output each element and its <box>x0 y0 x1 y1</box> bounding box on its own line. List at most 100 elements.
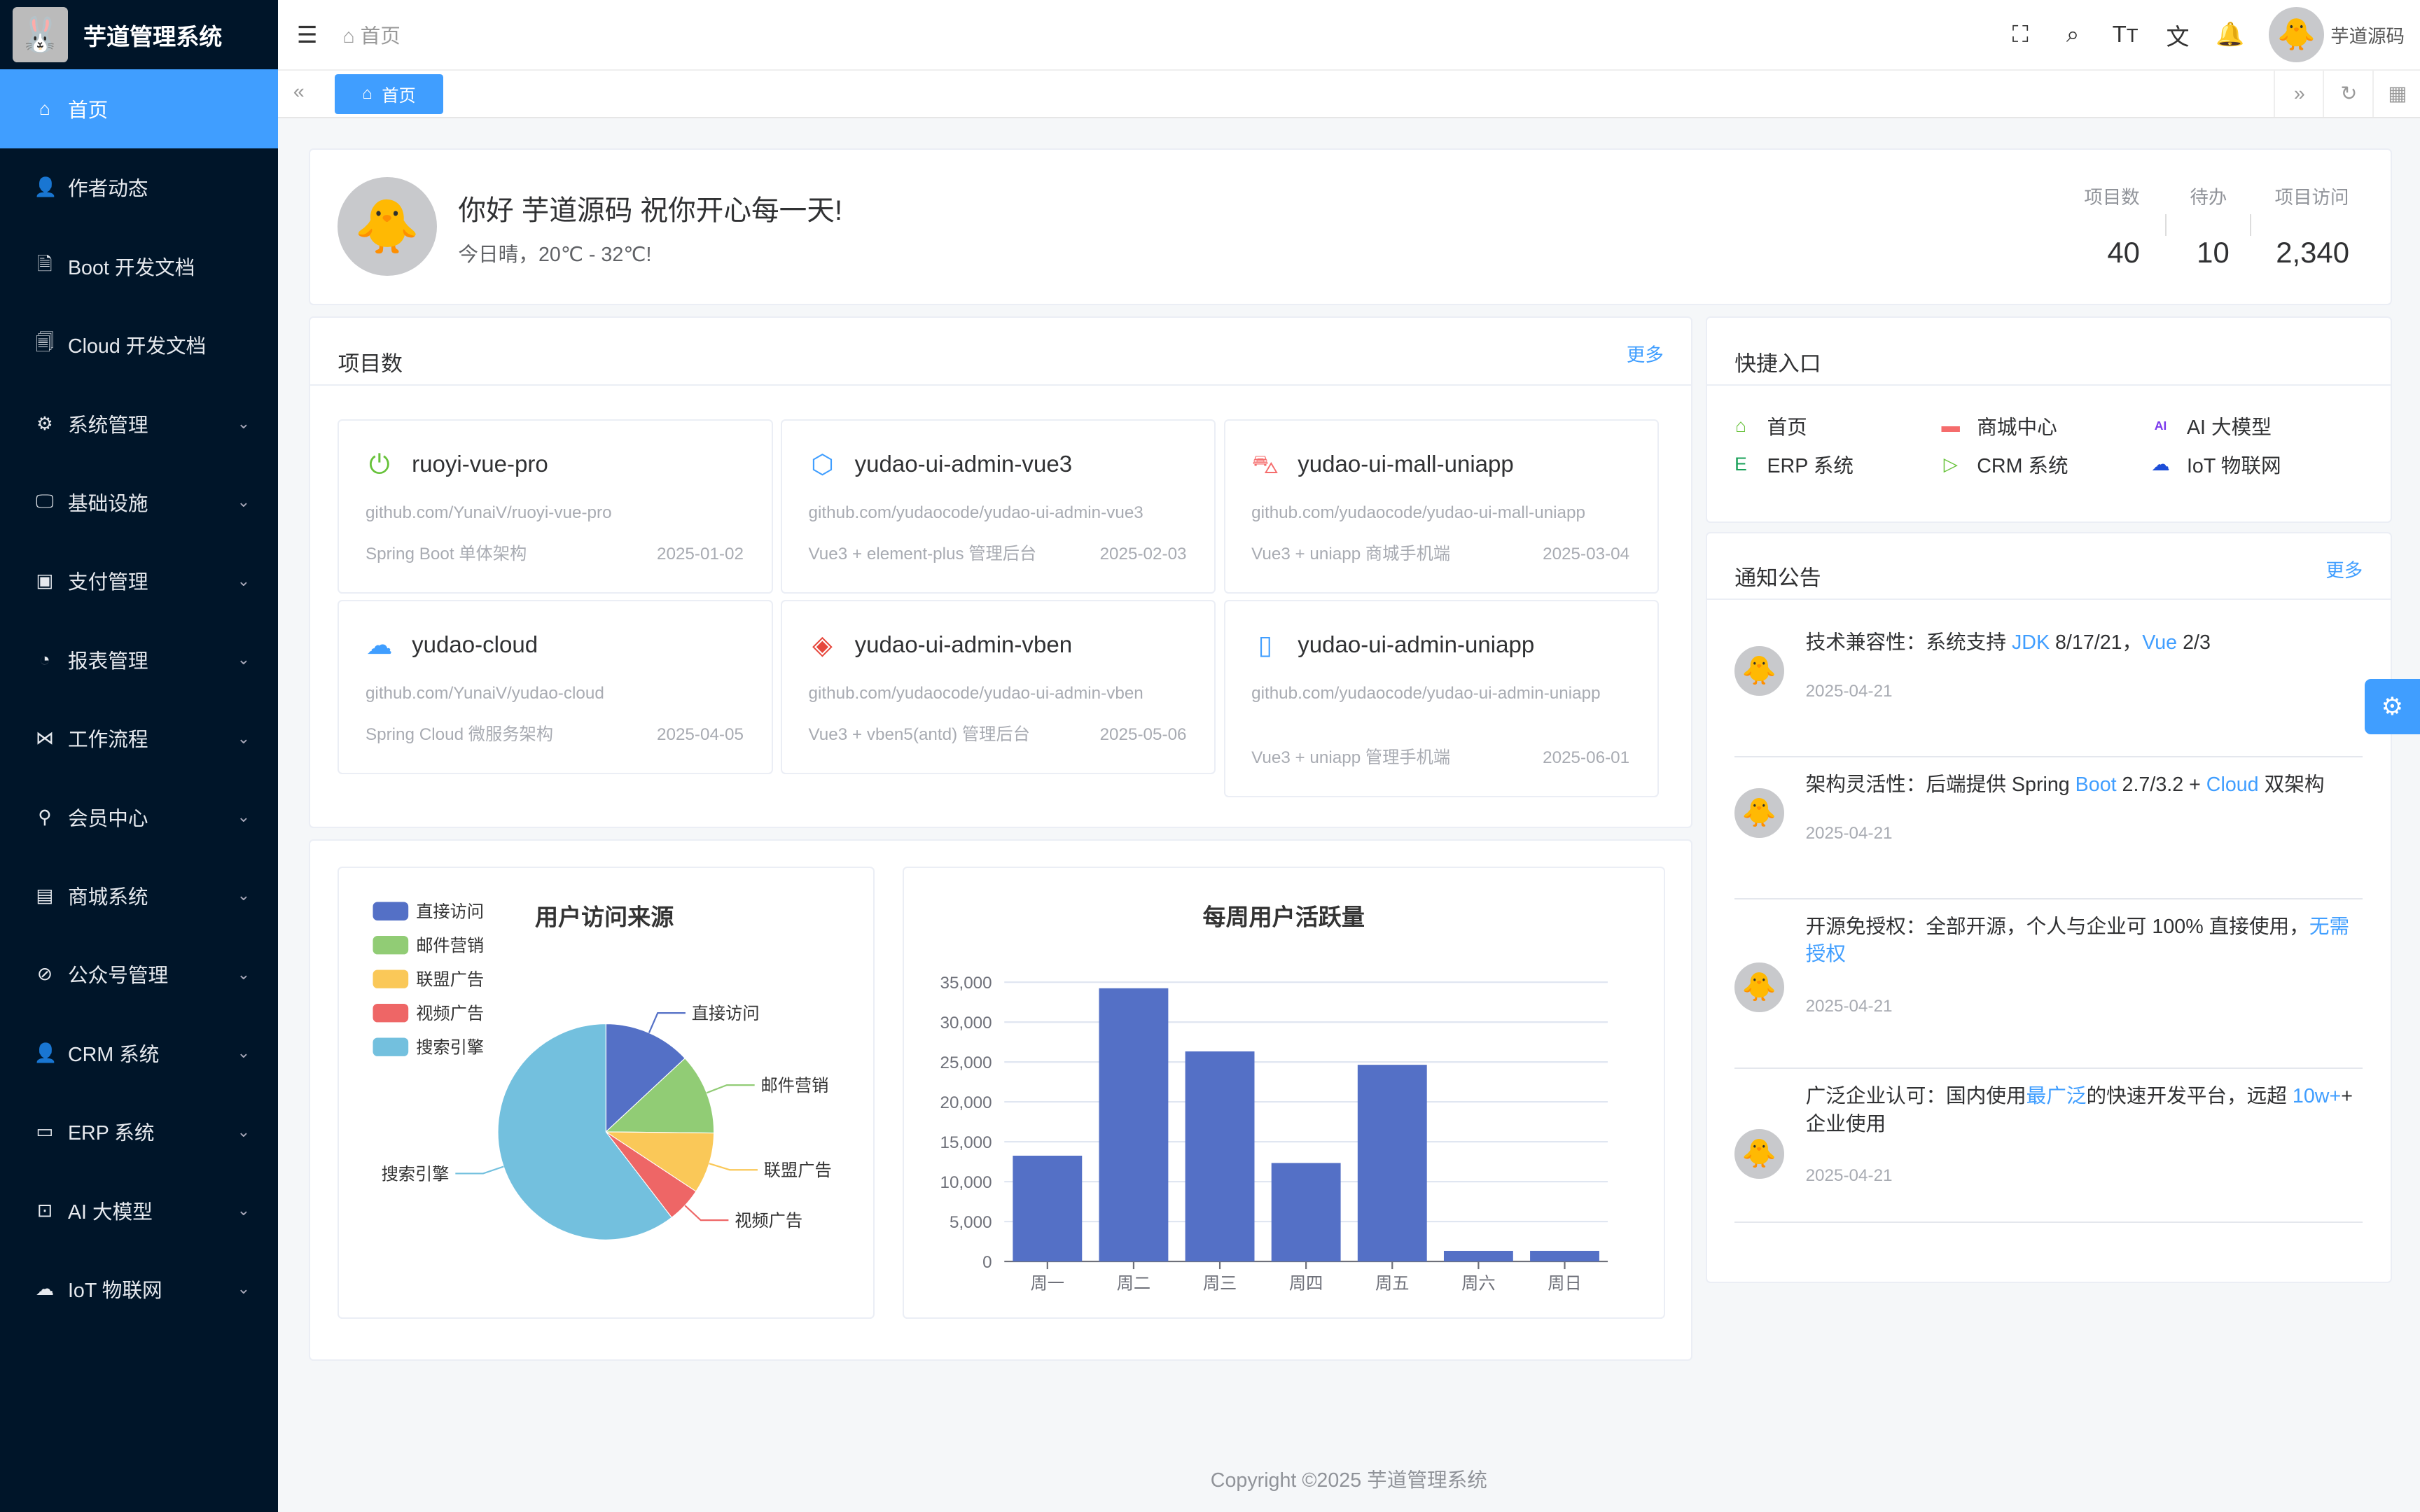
project-name[interactable]: yudao-cloud <box>412 632 538 659</box>
refresh-icon[interactable]: ↻ <box>2323 71 2374 118</box>
notice-date: 2025-04-21 <box>1805 1166 1893 1186</box>
legend-label[interactable]: 直接访问 <box>417 903 485 922</box>
projects-more-link[interactable]: 更多 <box>1626 344 1664 365</box>
pie-slice[interactable] <box>604 1131 715 1193</box>
bar[interactable] <box>1271 1163 1341 1262</box>
notice-link[interactable]: Boot <box>2075 773 2117 796</box>
quick-entry-item[interactable]: ▷ CRM 系统 <box>1940 450 2068 479</box>
notice-item[interactable]: 🐥 广泛企业认可：国内使用最广泛的快速开发平台，远超 10w++ 企业使用 2025… <box>1734 1068 2363 1224</box>
sidebar-item-11[interactable]: ⊘ 公众号管理 ⌄ <box>0 935 278 1014</box>
project-name[interactable]: yudao-ui-admin-vue3 <box>854 451 1073 478</box>
crm-icon: ▷ <box>1943 454 1958 475</box>
bell-icon[interactable]: 🔔 <box>2216 22 2245 48</box>
sidebar-item-6[interactable]: ▣ 支付管理 ⌄ <box>0 542 278 620</box>
scroll-left-icon[interactable]: « <box>293 80 305 103</box>
notice-item[interactable]: 🐥 开源免授权：全部开源，个人与企业可 100% 直接使用，无需授权 2025-04… <box>1734 898 2363 1069</box>
pie-slice[interactable] <box>498 1023 673 1241</box>
fullscreen-icon[interactable]: ⛶ <box>2012 21 2029 48</box>
notice-link[interactable]: JDK <box>2011 631 2050 654</box>
quick-entry-item[interactable]: E ERP 系统 <box>1730 450 1854 479</box>
sidebar-item-2[interactable]: 🗎 Boot 开发文档 <box>0 227 278 305</box>
sidebar-item-14[interactable]: ⊡ AI 大模型 ⌄ <box>0 1171 278 1250</box>
stat-value-projects: 40 <box>2107 236 2140 269</box>
bar[interactable] <box>1013 1156 1083 1262</box>
project-desc: Vue3 + element-plus 管理后台 <box>808 545 1037 564</box>
project-card[interactable]: ◈ yudao-ui-admin-vben github.com/yudaocode… <box>781 600 1216 774</box>
grid-menu-icon[interactable]: ▦ <box>2372 71 2420 118</box>
bar[interactable] <box>1358 1065 1427 1262</box>
shop-icon: ▬ <box>1941 415 1960 437</box>
sidebar-item-5[interactable]: 🖵 基础设施 ⌄ <box>0 463 278 541</box>
notice-link[interactable]: 无需授权 <box>1805 915 2350 966</box>
font-size-icon[interactable]: TT <box>2112 21 2139 48</box>
menu-toggle-icon[interactable]: ☰ <box>296 22 318 48</box>
sidebar-item-3[interactable]: 🗐 Cloud 开发文档 <box>0 305 278 384</box>
sidebar-item-label: AI 大模型 <box>67 1200 153 1224</box>
breadcrumb-item[interactable]: 首页 <box>360 25 401 48</box>
chevron-down-icon: ⌄ <box>237 571 251 589</box>
x-tick-label: 周六 <box>1461 1275 1495 1294</box>
tab-home[interactable]: ⌂ 首页 <box>335 74 443 115</box>
project-card[interactable]: ⬡ yudao-ui-admin-vue3 github.com/yudaocode… <box>781 419 1216 594</box>
store-icon: ▭ <box>36 1121 54 1142</box>
legend-label[interactable]: 搜索引擎 <box>417 1039 485 1058</box>
sidebar-item-9[interactable]: ⚲ 会员中心 ⌄ <box>0 778 278 856</box>
pie-label-line <box>709 1163 758 1171</box>
notices-more-link[interactable]: 更多 <box>2325 560 2363 582</box>
legend-label[interactable]: 联盟广告 <box>417 971 485 990</box>
logo[interactable]: 🐰 芋道管理系统 <box>0 0 278 69</box>
bar[interactable] <box>1530 1251 1600 1262</box>
quick-entry-title: 快捷入口 <box>1734 351 1821 376</box>
legend-swatch[interactable] <box>373 1004 409 1023</box>
project-name[interactable]: yudao-ui-mall-uniapp <box>1298 451 1514 478</box>
phone-icon: ▯ <box>1258 629 1273 659</box>
bar[interactable] <box>1185 1051 1255 1262</box>
project-card[interactable]: ⛍ yudao-ui-mall-uniapp github.com/yudaocod… <box>1223 419 1659 594</box>
notice-link[interactable]: Vue <box>2142 631 2178 654</box>
sidebar-item-13[interactable]: ▭ ERP 系统 ⌄ <box>0 1092 278 1170</box>
bar[interactable] <box>1099 988 1169 1262</box>
quick-entry-label: 商城中心 <box>1977 416 2057 440</box>
scroll-right-icon[interactable]: » <box>2273 71 2325 118</box>
legend-swatch[interactable] <box>373 902 409 921</box>
project-name[interactable]: ruoyi-vue-pro <box>412 451 548 478</box>
notice-item[interactable]: 🐥 技术兼容性：系统支持 JDK 8/17/21，Vue 2/3 2025-04-2… <box>1734 614 2363 757</box>
legend-swatch[interactable] <box>373 936 409 955</box>
notice-item[interactable]: 🐥 架构灵活性：后端提供 Spring Boot 2.7/3.2 + Cloud … <box>1734 756 2363 899</box>
sidebar-item-4[interactable]: ⚙ 系统管理 ⌄ <box>0 384 278 463</box>
notice-link[interactable]: 最广泛 <box>2026 1085 2087 1108</box>
translate-icon[interactable]: 文 <box>2166 24 2190 50</box>
project-name[interactable]: yudao-ui-admin-uniapp <box>1298 632 1535 659</box>
sidebar-item-0[interactable]: ⌂ 首页 <box>0 69 278 148</box>
legend-label[interactable]: 视频广告 <box>417 1004 485 1023</box>
bar[interactable] <box>1444 1251 1514 1262</box>
search-icon[interactable]: ⌕ <box>2066 21 2080 48</box>
sidebar-item-15[interactable]: ☁ IoT 物联网 ⌄ <box>0 1250 278 1328</box>
pie-slice[interactable] <box>606 1023 686 1133</box>
notice-date: 2025-04-21 <box>1805 681 1893 701</box>
sidebar-item-12[interactable]: 👤 CRM 系统 ⌄ <box>0 1014 278 1092</box>
quick-entry-item[interactable]: ⌂ 首页 <box>1730 412 1807 440</box>
sidebar-item-7[interactable]: ◔ 报表管理 ⌄ <box>0 620 278 699</box>
legend-swatch[interactable] <box>373 1037 409 1057</box>
avatar[interactable]: 🐥 <box>2269 6 2325 63</box>
notice-link[interactable]: 10w+ <box>2292 1085 2342 1108</box>
project-desc: Vue3 + vben5(antd) 管理后台 <box>808 725 1030 745</box>
user-name[interactable]: 芋道源码 <box>2330 26 2405 48</box>
notice-text: 开源免授权：全部开源，个人与企业可 100% 直接使用，无需授权 <box>1806 913 2363 969</box>
quick-entry-item[interactable]: AI AI 大模型 <box>2150 412 2272 440</box>
project-card[interactable]: ⏻ ruoyi-vue-pro github.com/YunaiV/ruoyi-vu… <box>338 419 773 594</box>
project-name[interactable]: yudao-ui-admin-vben <box>854 632 1073 659</box>
breadcrumb[interactable]: ⌂ 首页 <box>342 25 401 48</box>
settings-button[interactable]: ⚙ <box>2364 678 2420 735</box>
quick-entry-item[interactable]: ▬ 商城中心 <box>1940 412 2057 440</box>
project-card[interactable]: ☁ yudao-cloud github.com/YunaiV/yudao-clou… <box>338 600 773 774</box>
sidebar-item-1[interactable]: 👤 作者动态 <box>0 148 278 227</box>
legend-swatch[interactable] <box>373 969 409 989</box>
quick-entry-item[interactable]: ☁ IoT 物联网 <box>2150 450 2281 479</box>
project-card[interactable]: ▯ yudao-ui-admin-uniapp github.com/yudaoco… <box>1223 600 1659 797</box>
sidebar-item-8[interactable]: ⋈ 工作流程 ⌄ <box>0 699 278 777</box>
notice-link[interactable]: Cloud <box>2206 773 2259 796</box>
sidebar-item-10[interactable]: ▤ 商城系统 ⌄ <box>0 856 278 934</box>
legend-label[interactable]: 邮件营销 <box>417 937 485 956</box>
